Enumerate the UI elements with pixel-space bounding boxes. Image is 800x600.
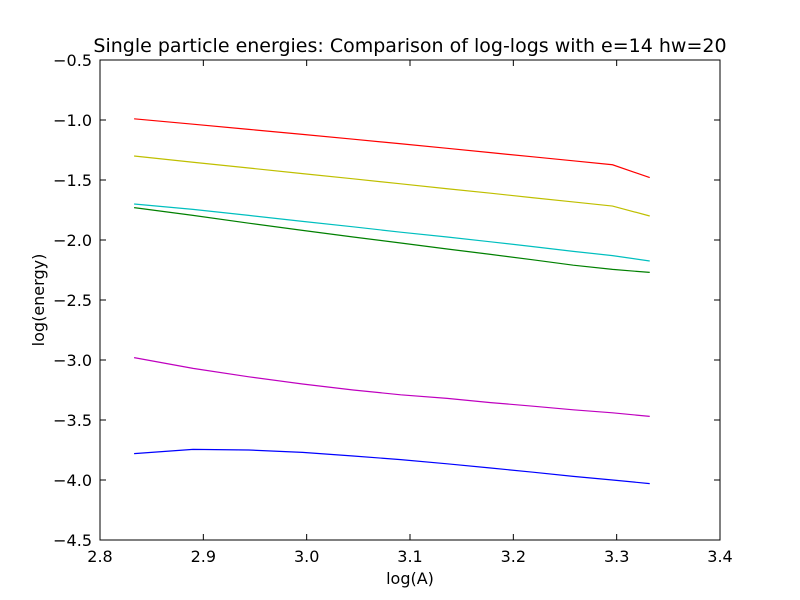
series-line-3: [134, 203, 650, 262]
series-line-2: [134, 155, 650, 217]
x-tick-label: 2.8: [87, 547, 112, 566]
series-group: [133, 118, 650, 485]
x-tick-label: 3.4: [707, 547, 732, 566]
x-tick-label: 3.1: [397, 547, 422, 566]
x-tick-label: 3.0: [294, 547, 319, 566]
x-tick-label: 3.2: [501, 547, 526, 566]
chart-title: Single particle energies: Comparison of …: [93, 35, 726, 57]
y-tick-label: −4.5: [53, 531, 92, 550]
y-tick-label: −3.0: [53, 351, 92, 370]
x-tick-label: 2.9: [191, 547, 216, 566]
y-tick-label: −1.0: [53, 111, 92, 130]
y-tick-label: −3.5: [53, 411, 92, 430]
plot-area: [100, 60, 720, 540]
series-line-4: [134, 207, 650, 273]
x-axis-label: log(A): [386, 569, 434, 588]
x-tick-label: 3.3: [604, 547, 629, 566]
y-tick-label: −0.5: [53, 51, 92, 70]
series-line-1: [134, 118, 650, 179]
y-tick-label: −4.0: [53, 471, 92, 490]
y-tick-label: −2.5: [53, 291, 92, 310]
series-line-6: [134, 448, 650, 485]
y-tick-label: −1.5: [53, 171, 92, 190]
series-line-5: [133, 357, 650, 417]
y-axis-label: log(energy): [29, 254, 48, 347]
tick-group: 2.8 2.9 3.0 3.1 3.2 3.3 3.4 −0.5 −1.0 −1.5 −2.0 −2.…: [53, 51, 733, 566]
y-tick-label: −2.0: [53, 231, 92, 250]
